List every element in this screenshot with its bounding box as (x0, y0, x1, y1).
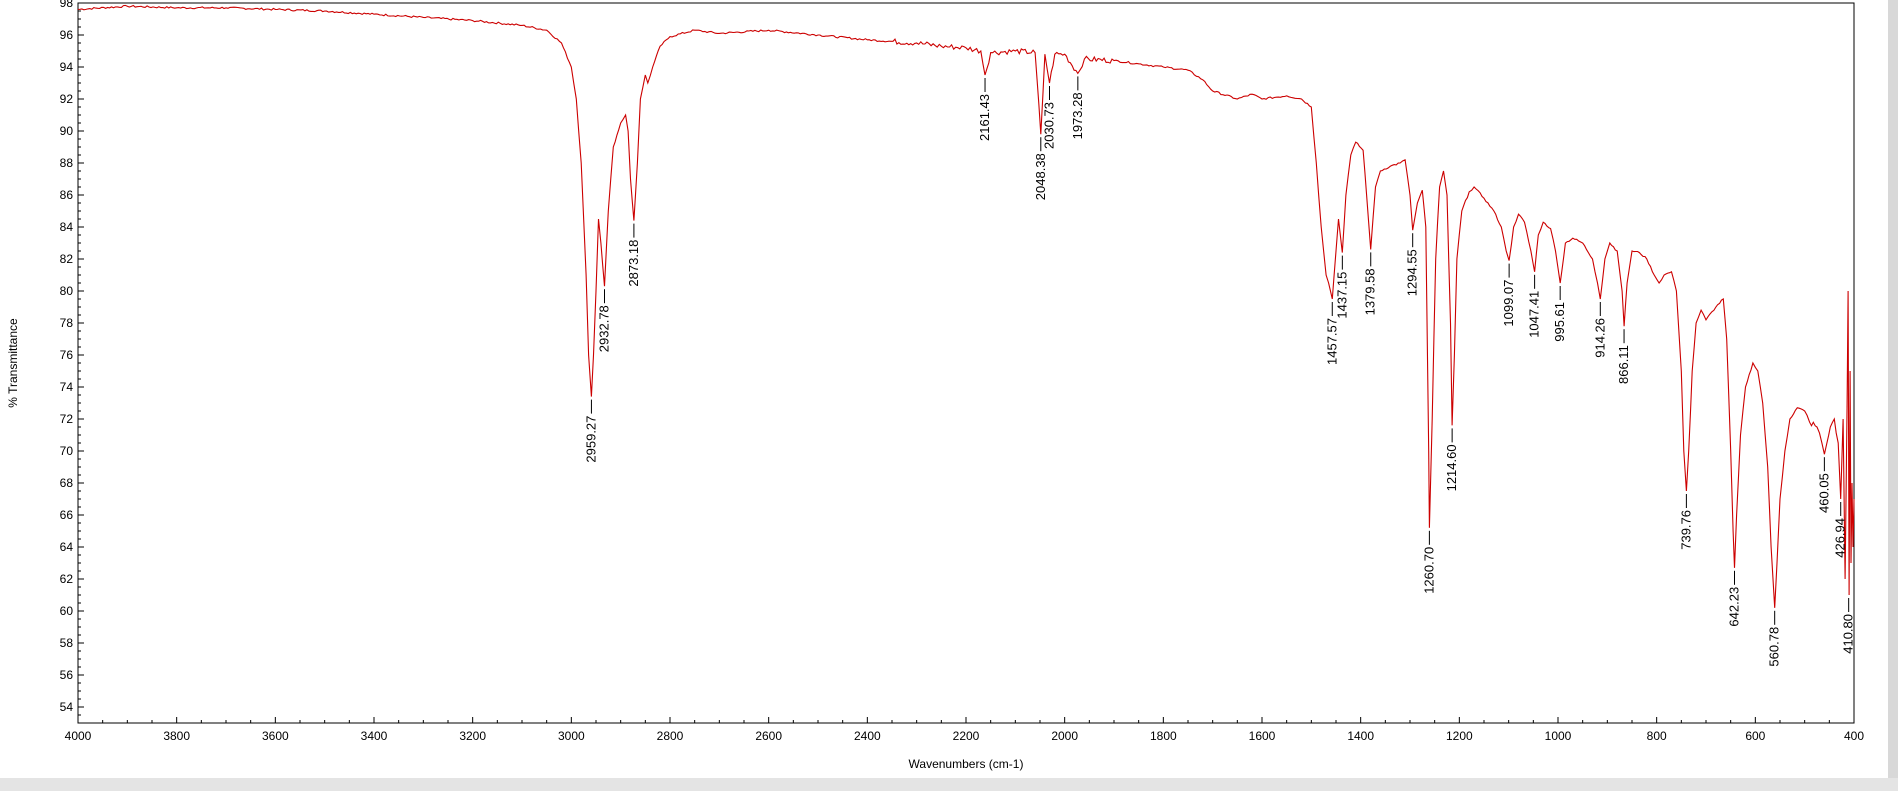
peak-label: 995.61 (1552, 302, 1567, 342)
x-tick-label: 800 (1647, 729, 1667, 743)
peak-label: 866.11 (1616, 345, 1631, 384)
x-tick-label: 2400 (854, 729, 881, 743)
x-tick-label: 1000 (1545, 729, 1572, 743)
y-tick-label: 56 (60, 668, 74, 682)
y-tick-label: 86 (60, 188, 74, 202)
y-tick-label: 96 (60, 28, 74, 42)
x-tick-label: 2200 (953, 729, 980, 743)
peak-label: 1294.55 (1405, 249, 1420, 296)
y-axis-title: % Transmittance (6, 318, 20, 408)
x-tick-label: 2800 (657, 729, 684, 743)
x-tick-label: 2600 (755, 729, 782, 743)
peak-label: 1099.07 (1501, 280, 1516, 327)
x-tick-label: 1400 (1347, 729, 1374, 743)
peak-label: 2873.18 (626, 240, 641, 287)
x-tick-label: 2000 (1051, 729, 1078, 743)
y-tick-label: 94 (60, 60, 74, 74)
y-tick-label: 60 (60, 604, 74, 618)
x-tick-label: 400 (1844, 729, 1864, 743)
peak-label: 410.80 (1841, 614, 1856, 654)
y-tick-label: 74 (60, 380, 74, 394)
y-tick-label: 80 (60, 284, 74, 298)
peak-label: 460.05 (1816, 473, 1831, 513)
spectrum-series-line (77, 4, 1855, 608)
x-axis-title: Wavenumbers (cm-1) (909, 757, 1024, 771)
peak-label: 1260.70 (1421, 547, 1436, 594)
bottom-window-edge (0, 778, 1898, 791)
y-tick-label: 76 (60, 348, 74, 362)
peak-label: 1047.41 (1527, 291, 1542, 338)
spectrum-line-layer (77, 4, 1855, 608)
x-tick-label: 3600 (262, 729, 289, 743)
y-tick-label: 64 (60, 540, 74, 554)
y-tick-label: 54 (60, 700, 74, 714)
y-tick-label: 68 (60, 476, 74, 490)
y-tick-label: 92 (60, 92, 74, 106)
y-tick-label: 84 (60, 220, 74, 234)
peak-label: 2959.27 (583, 416, 598, 463)
peak-label: 739.76 (1678, 510, 1693, 550)
y-tick-label: 78 (60, 316, 74, 330)
x-tick-label: 3400 (361, 729, 388, 743)
x-tick-label: 3200 (459, 729, 486, 743)
x-tick-label: 3800 (163, 729, 190, 743)
y-tick-label: 62 (60, 572, 74, 586)
peak-label: 560.78 (1767, 627, 1782, 667)
y-tick-label: 98 (60, 0, 74, 10)
y-tick-label: 82 (60, 252, 74, 266)
x-tick-label: 600 (1745, 729, 1765, 743)
right-window-edge (1888, 0, 1898, 791)
axes: 4000 3800 3600 3400 3200 3000 2800 2600 2400 2200… (60, 0, 1865, 743)
x-tick-label: 1800 (1150, 729, 1177, 743)
peak-label: 642.23 (1727, 587, 1742, 627)
x-tick-label: 1200 (1446, 729, 1473, 743)
y-tick-label: 72 (60, 412, 74, 426)
peak-label: 2048.38 (1033, 153, 1048, 200)
y-tick-label: 70 (60, 444, 74, 458)
peak-label: 1379.58 (1363, 268, 1378, 315)
peak-label: 1214.60 (1444, 444, 1459, 491)
y-tick-label: 88 (60, 156, 74, 170)
y-tick-label: 66 (60, 508, 74, 522)
peak-label: 426.94 (1833, 518, 1848, 558)
y-tick-label: 90 (60, 124, 74, 138)
x-tick-label: 4000 (65, 729, 92, 743)
x-tick-label: 3000 (558, 729, 585, 743)
peak-label: 1973.28 (1070, 92, 1085, 139)
peak-label: 2161.43 (977, 94, 992, 141)
peak-labels-layer: 2959.27 2932.78 2873.18 2161.43 2048.38 2030.… (583, 76, 1856, 667)
x-tick-label: 1600 (1249, 729, 1276, 743)
peak-label: 1457.57 (1324, 318, 1339, 365)
y-tick-label: 58 (60, 636, 74, 650)
peak-label: 914.26 (1592, 318, 1607, 358)
peak-label: 2030.73 (1042, 102, 1057, 149)
peak-label: 2932.78 (597, 305, 612, 352)
peak-label: 1437.15 (1334, 272, 1349, 319)
